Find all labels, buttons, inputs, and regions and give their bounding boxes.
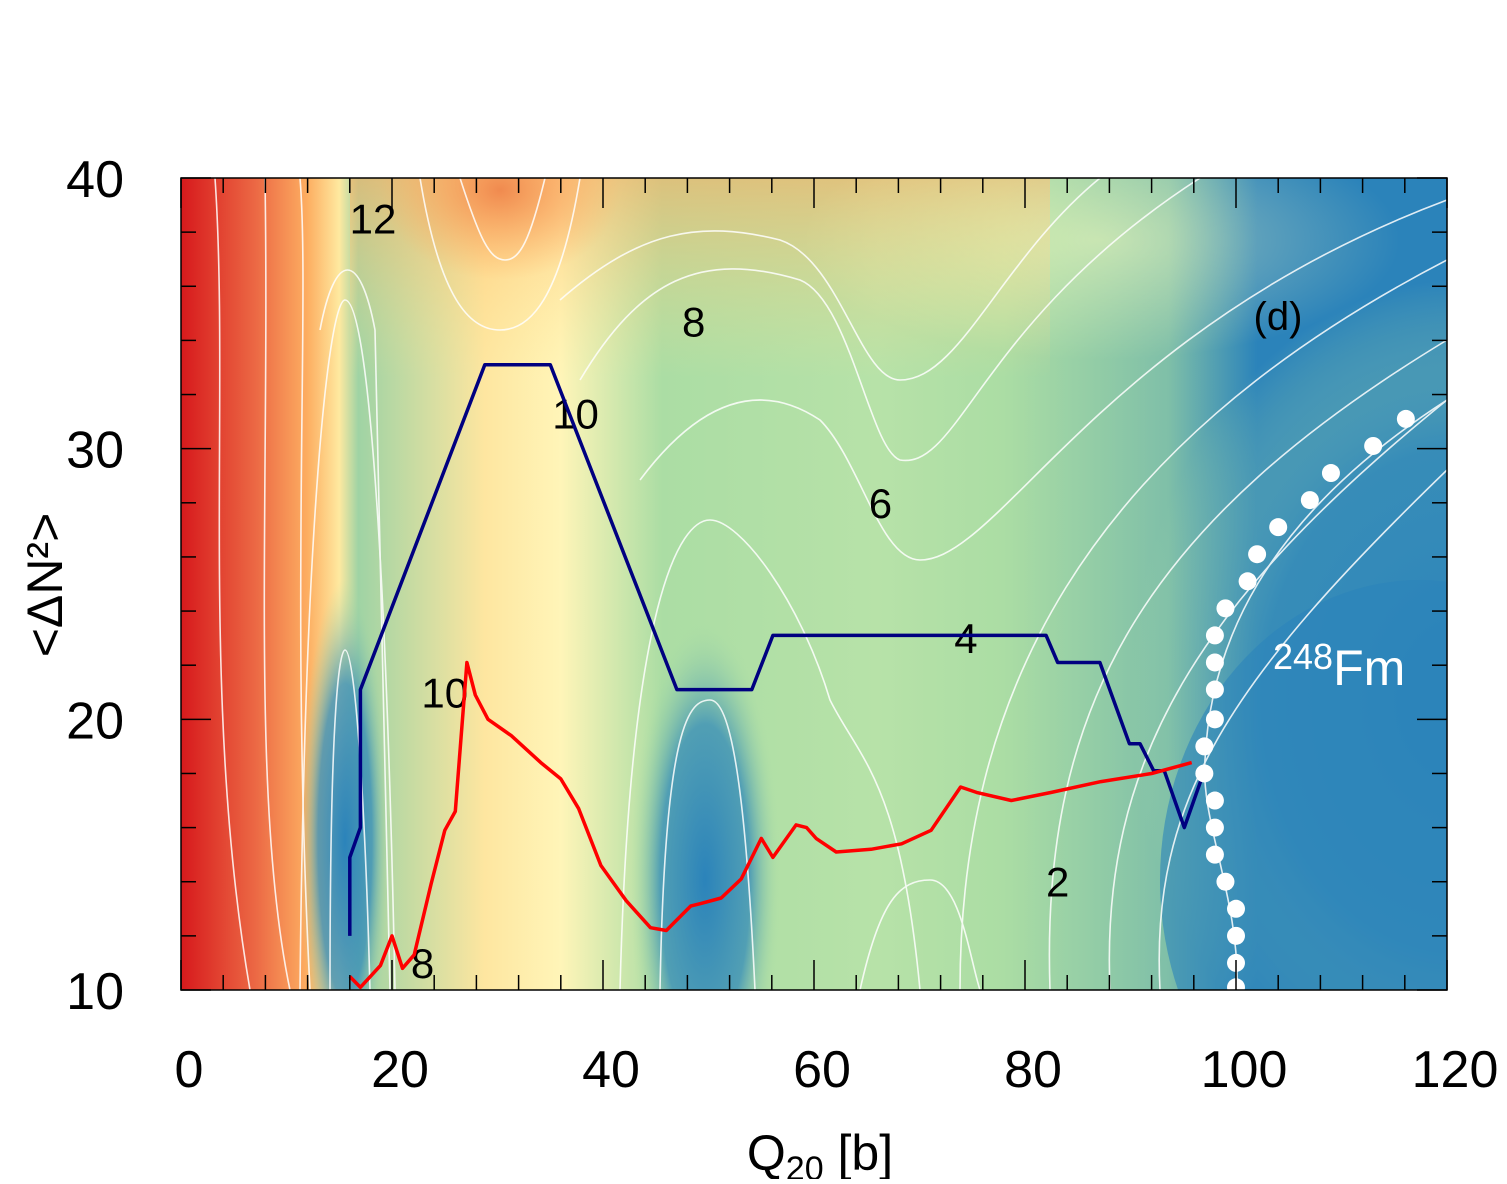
boundary-dot	[1205, 680, 1224, 699]
nucleus-element: Fm	[1333, 640, 1405, 696]
y-tick-label: 40	[66, 151, 124, 209]
boundary-dot	[1195, 764, 1214, 783]
boundary-dot	[1238, 572, 1257, 591]
contour-label: 12	[350, 196, 397, 243]
boundary-dot	[1321, 464, 1340, 483]
boundary-dot	[1227, 899, 1245, 918]
boundary-dot	[1205, 710, 1224, 729]
boundary-dot	[1216, 599, 1235, 618]
y-axis-label: <ΔN²>	[17, 513, 73, 658]
boundary-dot	[1248, 545, 1267, 564]
boundary-dot	[1205, 845, 1224, 864]
x-tick-label: 20	[371, 1041, 429, 1099]
contour-label: 8	[411, 940, 434, 987]
series-layer	[348, 363, 1415, 997]
contour-label: 10	[421, 669, 468, 716]
tick-marks	[180, 177, 1448, 991]
boundary-dot	[1205, 653, 1224, 672]
x-tick-label: 60	[793, 1041, 851, 1099]
y-tick-label: 30	[66, 422, 124, 480]
contour-label: 2	[1046, 859, 1069, 906]
boundary-dot	[1205, 791, 1224, 810]
contour-label: 6	[869, 480, 892, 527]
y-tick-label: 10	[66, 963, 124, 1021]
boundary-dot	[1205, 818, 1224, 837]
x-tick-label: 100	[1201, 1041, 1288, 1099]
y-tick-label: 20	[66, 692, 124, 750]
tick-labels: 0 20 40 60 80 100 120 10 20 30 40	[66, 151, 1498, 1099]
x-axis-label-unit: [b]	[824, 1125, 893, 1179]
boundary-dot	[1364, 436, 1383, 455]
x-tick-label: 120	[1412, 1041, 1499, 1099]
x-tick-label: 40	[582, 1041, 640, 1099]
x-axis-label-sub: 20	[786, 1150, 824, 1179]
boundary-dot	[1396, 409, 1415, 428]
x-tick-label: 80	[1004, 1041, 1062, 1099]
red-path-line	[348, 660, 1193, 990]
contour-label: 4	[954, 615, 977, 662]
x-axis-label-main: Q	[747, 1125, 786, 1179]
x-axis-label: Q20 [b]	[747, 1125, 893, 1179]
boundary-dot	[1269, 518, 1288, 537]
boundary-dot	[1300, 491, 1319, 510]
boundary-dot	[1205, 626, 1224, 645]
contour-lines	[214, 178, 1447, 990]
boundary-dot	[1216, 872, 1235, 891]
nucleus-label: 248Fm	[1273, 636, 1405, 696]
boundary-dot	[1227, 926, 1245, 945]
boundary-dot	[1195, 737, 1214, 756]
contour-label: 8	[682, 298, 705, 345]
x-tick-label: 0	[175, 1041, 204, 1099]
panel-label: (d)	[1254, 295, 1303, 339]
heatmap-background	[181, 178, 1447, 990]
nucleus-mass: 248	[1273, 636, 1333, 677]
